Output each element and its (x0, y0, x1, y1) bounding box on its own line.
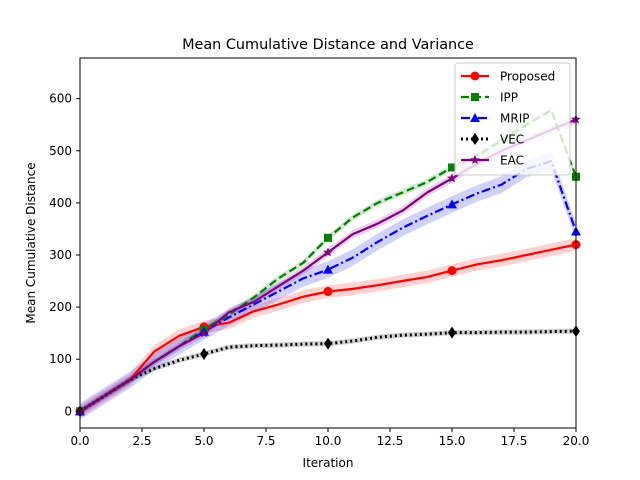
chart-title: Mean Cumulative Distance and Variance (182, 37, 474, 53)
y-axis: 0 100 200 300 400 500 600 (49, 92, 80, 418)
data-point-mrip (447, 199, 457, 209)
legend-label-eac: EAC (500, 154, 524, 168)
legend-marker-eac (470, 155, 480, 164)
x-tick-label: 15.0 (439, 434, 466, 448)
data-point-vec (324, 337, 332, 350)
legend-marker-proposed (470, 71, 480, 81)
legend-label-proposed: Proposed (500, 70, 555, 84)
y-tick-label: 100 (49, 352, 72, 366)
legend-label-ipp: IPP (500, 91, 518, 105)
y-axis-label: Mean Cumulative Distance (24, 162, 38, 323)
x-tick-label: 2.5 (132, 434, 151, 448)
data-point-ipp (448, 163, 456, 172)
x-tick-label: 0.0 (70, 434, 89, 448)
y-tick-label: 500 (49, 144, 72, 158)
y-tick-label: 300 (49, 248, 72, 262)
legend-label-mrip: MRIP (500, 112, 529, 126)
x-tick-label: 5.0 (194, 434, 213, 448)
variance-band-proposed (80, 238, 576, 418)
x-tick-label: 10.0 (315, 434, 342, 448)
x-axis-label: Iteration (303, 456, 354, 470)
y-tick-label: 600 (49, 92, 72, 106)
data-point-ipp (324, 233, 332, 242)
y-tick-label: 400 (49, 196, 72, 210)
data-point-vec (448, 326, 456, 339)
data-point-proposed (447, 266, 457, 276)
series-line-mrip (79, 160, 578, 413)
data-point-proposed (323, 286, 333, 296)
data-point-eac (199, 328, 209, 338)
y-tick-label: 200 (49, 300, 72, 314)
legend-marker-mrip (470, 113, 480, 122)
x-tick-label: 7.5 (256, 434, 275, 448)
legend-label-vec: VEC (500, 133, 524, 147)
x-axis: 0.0 2.5 5.0 7.5 10.0 12.5 15.0 17.5 20.0 (70, 428, 589, 448)
x-tick-label: 20.0 (563, 434, 590, 448)
y-tick-label: 0 (64, 404, 72, 418)
x-tick-label: 12.5 (377, 434, 404, 448)
data-point-eac (323, 247, 333, 257)
legend: Proposed IPP MRIP VEC EAC (454, 62, 571, 176)
legend-marker-vec (471, 133, 479, 145)
data-point-vec (200, 348, 208, 360)
data-point-mrip (323, 264, 333, 274)
x-tick-label: 17.5 (501, 434, 528, 448)
legend-box (454, 62, 571, 176)
data-point-eac (447, 173, 457, 183)
legend-marker-ipp (471, 93, 479, 101)
